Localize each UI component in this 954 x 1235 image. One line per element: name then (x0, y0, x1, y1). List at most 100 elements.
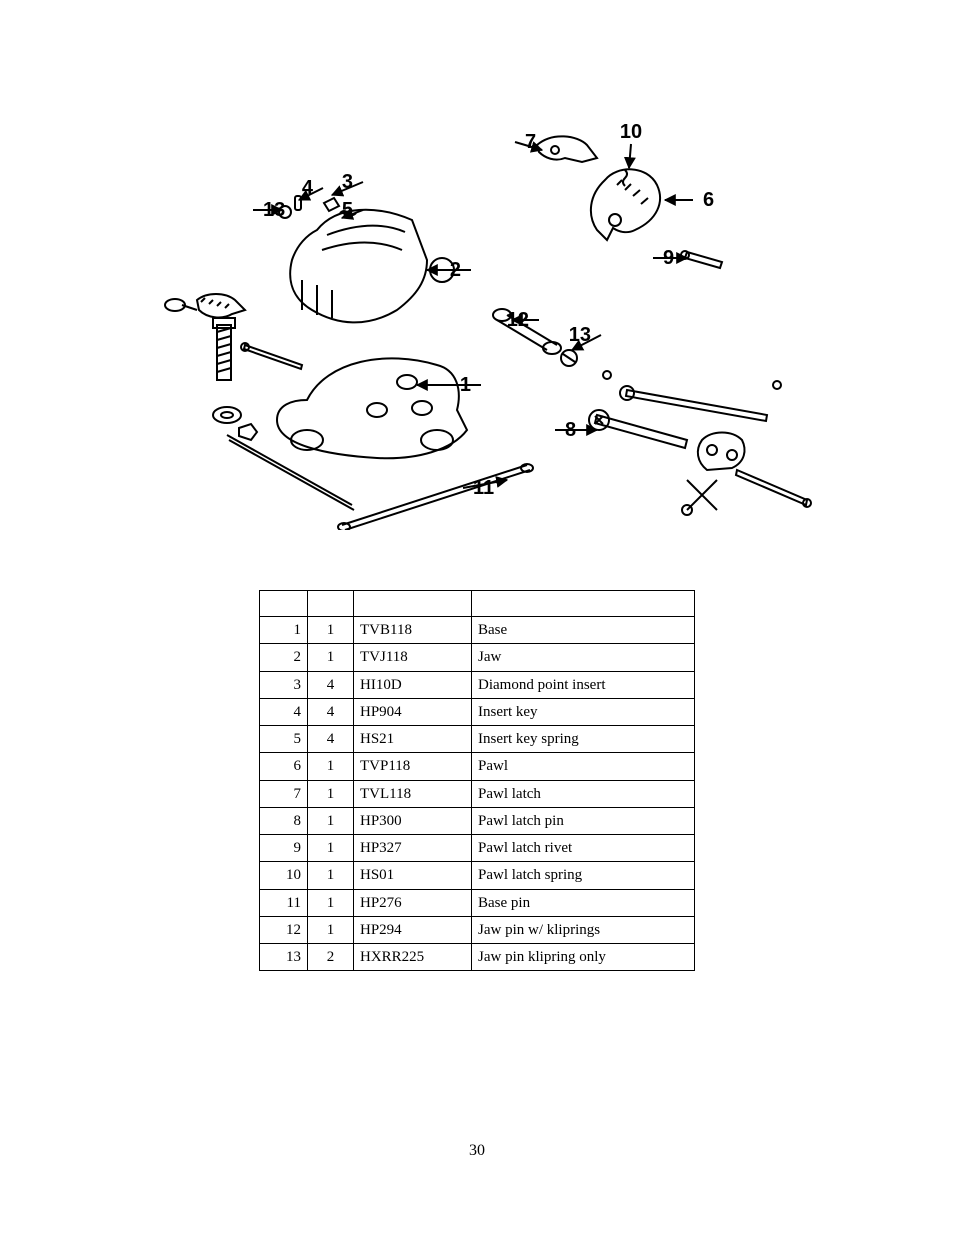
table-row: 101HS01Pawl latch spring (260, 862, 695, 889)
callout-arrow (629, 144, 631, 168)
cell-pn: HS01 (354, 862, 472, 889)
cell-desc: Base pin (472, 889, 695, 916)
cell-desc: Pawl latch rivet (472, 835, 695, 862)
table-row: 91HP327Pawl latch rivet (260, 835, 695, 862)
callout-label: 8 (565, 419, 576, 441)
cell-desc: Diamond point insert (472, 671, 695, 698)
callout-label: 3 (342, 171, 353, 193)
table-row: 11TVB118Base (260, 617, 695, 644)
diagram-svg: 1234567891011121313 (127, 110, 827, 530)
table-row: 21TVJ118Jaw (260, 644, 695, 671)
cell-pn: HP300 (354, 807, 472, 834)
cell-desc: Jaw pin w/ kliprings (472, 916, 695, 943)
part-left-hardware (165, 299, 354, 510)
table-row: 111HP276Base pin (260, 889, 695, 916)
cell-item: 5 (260, 726, 308, 753)
cell-pn: TVP118 (354, 753, 472, 780)
callout-label: 5 (342, 199, 353, 221)
header-partno (354, 591, 472, 617)
part-pawl-latch-spring (623, 170, 627, 186)
callout-label: 13 (569, 324, 591, 346)
table-row: 61TVP118Pawl (260, 753, 695, 780)
part-pawl-latch (537, 136, 597, 162)
part-pawl-latch-rivet (681, 251, 722, 268)
cell-qty: 1 (308, 889, 354, 916)
cell-qty: 1 (308, 862, 354, 889)
callout-label: 13 (263, 199, 285, 221)
callout-label: 7 (525, 131, 536, 153)
cell-pn: HI10D (354, 671, 472, 698)
cell-qty: 1 (308, 753, 354, 780)
cell-desc: Pawl latch pin (472, 807, 695, 834)
callout-label: 12 (507, 309, 529, 331)
cell-pn: TVL118 (354, 780, 472, 807)
cell-desc: Insert key spring (472, 726, 695, 753)
table-row: 121HP294Jaw pin w/ kliprings (260, 916, 695, 943)
table-row: 34HI10DDiamond point insert (260, 671, 695, 698)
part-pawl-latch-pin-assy (589, 371, 811, 515)
table-row: 71TVL118Pawl latch (260, 780, 695, 807)
cell-item: 9 (260, 835, 308, 862)
cell-item: 1 (260, 617, 308, 644)
parts-table-header (260, 591, 695, 617)
cell-item: 6 (260, 753, 308, 780)
cell-pn: TVJ118 (354, 644, 472, 671)
part-base-pin (338, 464, 533, 530)
callout-label: 6 (703, 189, 714, 211)
parts-table-body: 11TVB118Base21TVJ118Jaw34HI10DDiamond po… (260, 617, 695, 971)
part-jaw-insert-assy (197, 294, 245, 317)
cell-desc: Pawl (472, 753, 695, 780)
table-row: 44HP904Insert key (260, 698, 695, 725)
callout-label: 1 (460, 374, 471, 396)
cell-pn: HS21 (354, 726, 472, 753)
part-base (277, 358, 467, 458)
cell-qty: 4 (308, 698, 354, 725)
header-qty (308, 591, 354, 617)
cell-item: 8 (260, 807, 308, 834)
part-jaw (290, 210, 454, 323)
table-row: 81HP300Pawl latch pin (260, 807, 695, 834)
cell-qty: 1 (308, 807, 354, 834)
cell-desc: Pawl latch spring (472, 862, 695, 889)
callout-label: 9 (663, 247, 674, 269)
part-diamond-inserts (324, 198, 339, 211)
table-row: 132HXRR225Jaw pin klipring only (260, 944, 695, 971)
header-item (260, 591, 308, 617)
cell-item: 12 (260, 916, 308, 943)
cell-qty: 4 (308, 671, 354, 698)
cell-item: 7 (260, 780, 308, 807)
part-klipring-right (561, 350, 577, 366)
cell-desc: Pawl latch (472, 780, 695, 807)
callout-label: 2 (450, 259, 461, 281)
callout-label: 11 (473, 477, 494, 499)
cell-qty: 1 (308, 617, 354, 644)
cell-desc: Insert key (472, 698, 695, 725)
cell-item: 4 (260, 698, 308, 725)
cell-qty: 2 (308, 944, 354, 971)
cell-item: 10 (260, 862, 308, 889)
cell-qty: 1 (308, 835, 354, 862)
document-page: 1234567891011121313 11TVB118Base21TVJ118… (0, 0, 954, 1235)
cell-pn: HXRR225 (354, 944, 472, 971)
cell-item: 13 (260, 944, 308, 971)
part-insert-key (295, 196, 301, 210)
cell-item: 2 (260, 644, 308, 671)
table-header-row (260, 591, 695, 617)
cell-item: 3 (260, 671, 308, 698)
cell-pn: HP276 (354, 889, 472, 916)
header-desc (472, 591, 695, 617)
cell-qty: 4 (308, 726, 354, 753)
cell-pn: HP327 (354, 835, 472, 862)
callout-label: 4 (302, 177, 314, 199)
callout-label: 10 (620, 121, 642, 143)
cell-qty: 1 (308, 644, 354, 671)
exploded-view-diagram: 1234567891011121313 (127, 110, 827, 530)
parts-table: 11TVB118Base21TVJ118Jaw34HI10DDiamond po… (259, 590, 695, 971)
page-number: 30 (0, 1142, 954, 1160)
cell-qty: 1 (308, 916, 354, 943)
cell-desc: Jaw pin klipring only (472, 944, 695, 971)
part-pawl (591, 169, 660, 240)
table-row: 54HS21Insert key spring (260, 726, 695, 753)
cell-item: 11 (260, 889, 308, 916)
cell-pn: HP904 (354, 698, 472, 725)
